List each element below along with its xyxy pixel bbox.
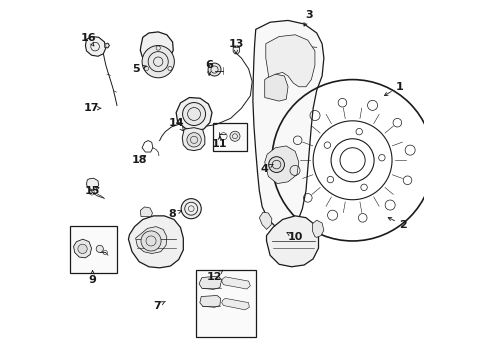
Text: 2: 2 xyxy=(399,220,407,230)
Text: 18: 18 xyxy=(131,155,147,165)
Text: 16: 16 xyxy=(80,33,96,43)
Circle shape xyxy=(78,244,87,253)
Polygon shape xyxy=(104,43,109,48)
Circle shape xyxy=(187,133,201,147)
Text: 15: 15 xyxy=(85,186,100,196)
Text: 10: 10 xyxy=(288,232,303,242)
Polygon shape xyxy=(200,296,220,307)
Bar xyxy=(213,123,247,151)
Circle shape xyxy=(141,231,161,251)
Text: 6: 6 xyxy=(205,60,213,70)
Polygon shape xyxy=(265,146,299,184)
Text: 5: 5 xyxy=(132,64,140,74)
Text: 9: 9 xyxy=(89,275,97,285)
Polygon shape xyxy=(221,277,250,289)
Bar xyxy=(196,270,256,337)
Polygon shape xyxy=(182,128,205,150)
Polygon shape xyxy=(136,226,167,253)
Circle shape xyxy=(208,63,221,76)
Circle shape xyxy=(181,199,201,219)
Polygon shape xyxy=(265,74,288,101)
Text: 17: 17 xyxy=(84,103,99,113)
Polygon shape xyxy=(233,47,240,54)
Polygon shape xyxy=(266,35,315,87)
Polygon shape xyxy=(259,212,272,229)
Text: 8: 8 xyxy=(169,209,176,219)
Polygon shape xyxy=(74,239,92,258)
Circle shape xyxy=(183,103,205,126)
Polygon shape xyxy=(199,276,221,289)
Text: 11: 11 xyxy=(212,139,228,149)
Polygon shape xyxy=(221,298,249,310)
Polygon shape xyxy=(128,216,183,268)
Text: 4: 4 xyxy=(261,164,269,174)
Text: 13: 13 xyxy=(228,39,244,49)
Polygon shape xyxy=(87,178,98,190)
Text: 12: 12 xyxy=(207,272,222,282)
Text: 1: 1 xyxy=(395,82,403,92)
Polygon shape xyxy=(253,21,324,230)
Circle shape xyxy=(269,157,285,172)
Polygon shape xyxy=(176,98,212,131)
Text: 14: 14 xyxy=(169,118,185,128)
Circle shape xyxy=(142,45,174,78)
Circle shape xyxy=(230,131,240,141)
Circle shape xyxy=(96,245,103,252)
Polygon shape xyxy=(140,32,173,65)
Polygon shape xyxy=(140,207,152,217)
Text: 7: 7 xyxy=(153,301,161,311)
Bar xyxy=(70,226,117,273)
Polygon shape xyxy=(313,220,324,237)
Polygon shape xyxy=(85,37,106,56)
Polygon shape xyxy=(267,216,318,267)
Text: 3: 3 xyxy=(306,10,314,20)
